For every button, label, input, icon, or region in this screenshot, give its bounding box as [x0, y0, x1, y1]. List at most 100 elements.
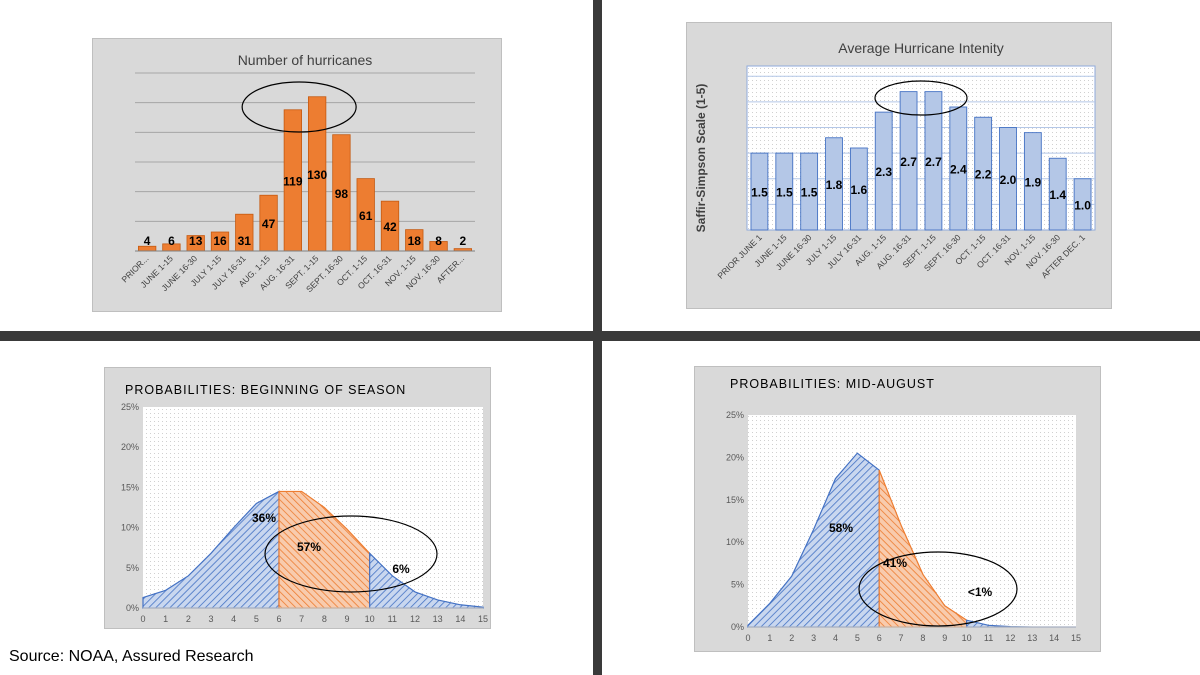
- prob-beginning-chart: PROBABILITIES: BEGINNING OF SEASON 0% 5% 10…: [104, 367, 491, 629]
- x-tick-label: 2: [789, 633, 794, 643]
- bar: [999, 127, 1017, 231]
- data-label: 2.3: [875, 165, 892, 179]
- x-tick-label: 7: [899, 633, 904, 643]
- data-label: 130: [307, 168, 327, 182]
- data-label: 13: [189, 234, 203, 248]
- segment-label: 57%: [297, 540, 321, 554]
- chart-title: Average Hurricane Intenity: [838, 40, 1004, 56]
- bar: [775, 152, 794, 231]
- y-tick-label: 0%: [126, 603, 139, 613]
- x-tick-label: 0: [140, 614, 145, 624]
- tick-label: AFTER DEC. 1: [1039, 232, 1087, 280]
- bar: [1023, 132, 1042, 231]
- prob-mid-august-chart: PROBABILITIES: MID-AUGUST 0% 5% 10% 15% 20% 25…: [694, 366, 1101, 652]
- data-label: 1.0: [1074, 198, 1091, 212]
- y-tick-label: 5%: [731, 580, 744, 590]
- hurricane-intensity-svg: Average Hurricane Intenity Saffir-Simpson…: [694, 40, 1096, 281]
- data-label: 4: [144, 234, 151, 248]
- source-note: Source: NOAA, Assured Research: [9, 648, 254, 665]
- x-tick-label: 3: [811, 633, 816, 643]
- y-tick-label: 10%: [726, 537, 744, 547]
- data-label: 1.9: [1025, 175, 1042, 189]
- y-tick-label: 0%: [731, 622, 744, 632]
- x-tick-label: 12: [1005, 633, 1015, 643]
- y-axis-label: Saffir-Simpson Scale (1-5): [694, 84, 708, 233]
- x-tick-label: 8: [322, 614, 327, 624]
- x-tick-label: 14: [1049, 633, 1059, 643]
- prob-mid-august-svg: PROBABILITIES: MID-AUGUST0%5%10%15%20%25…: [726, 377, 1081, 643]
- x-tick-label: 15: [478, 614, 488, 624]
- segment-label: 58%: [829, 521, 853, 535]
- x-tick-label: 14: [455, 614, 465, 624]
- data-label: 2.7: [925, 155, 942, 169]
- segment-label: 41%: [883, 556, 907, 570]
- chart-title: PROBABILITIES: BEGINNING OF SEASON: [125, 383, 406, 397]
- x-tick-label: 10: [962, 633, 972, 643]
- x-tick-label: 5: [254, 614, 259, 624]
- x-tick-label: 9: [942, 633, 947, 643]
- bar: [1073, 178, 1092, 231]
- bar: [1048, 157, 1067, 231]
- bar: [750, 152, 769, 231]
- data-label: 1.5: [751, 186, 768, 200]
- y-tick-label: 20%: [726, 452, 744, 462]
- bar: [899, 91, 918, 231]
- segment-label: 6%: [392, 562, 410, 576]
- x-tick-label: 9: [344, 614, 349, 624]
- x-tick-label: 6: [276, 614, 281, 624]
- x-tick-label: 15: [1071, 633, 1081, 643]
- chart-title: Number of hurricanes: [238, 52, 373, 68]
- x-tick-label: 4: [231, 614, 236, 624]
- bar: [800, 152, 819, 231]
- data-label: 2.2: [975, 168, 992, 182]
- hurricane-count-chart: Number of hurricanes 4 PRIOR... 6 JUNE 1-15 1…: [92, 38, 502, 312]
- segment-label: <1%: [968, 585, 993, 599]
- data-label: 42: [383, 220, 397, 234]
- bar: [849, 147, 868, 231]
- y-tick-label: 15%: [121, 482, 139, 492]
- highlight-ellipse: [858, 551, 1018, 627]
- x-tick-label: 11: [984, 633, 993, 643]
- highlight-ellipse: [874, 80, 968, 116]
- bar: [949, 106, 968, 231]
- x-tick-label: 1: [767, 633, 772, 643]
- x-tick-label: 12: [410, 614, 420, 624]
- data-label: 2.7: [900, 155, 917, 169]
- x-tick-label: 11: [388, 614, 397, 624]
- data-label: 2.0: [1000, 173, 1017, 187]
- bar: [825, 137, 843, 231]
- x-tick-label: 10: [365, 614, 375, 624]
- x-tick-label: 1: [163, 614, 168, 624]
- data-label: 98: [335, 187, 349, 201]
- data-label: 18: [408, 234, 422, 248]
- data-label: 119: [283, 174, 303, 188]
- x-tick-label: 8: [920, 633, 925, 643]
- x-tick-label: 7: [299, 614, 304, 624]
- data-label: 1.5: [776, 186, 793, 200]
- y-tick-label: 25%: [121, 402, 139, 412]
- x-tick-label: 5: [855, 633, 860, 643]
- x-tick-label: 4: [833, 633, 838, 643]
- highlight-ellipse: [264, 515, 438, 593]
- data-label: 16: [213, 234, 227, 248]
- data-label: 1.4: [1049, 188, 1066, 202]
- highlight-ellipse: [241, 81, 357, 133]
- bar: [874, 111, 893, 231]
- data-label: 6: [168, 234, 175, 248]
- prob-beginning-svg: PROBABILITIES: BEGINNING OF SEASON0%5%10…: [121, 383, 488, 624]
- data-label: 8: [435, 234, 442, 248]
- y-tick-label: 25%: [726, 410, 744, 420]
- y-tick-label: 10%: [121, 523, 139, 533]
- data-label: 61: [359, 209, 373, 223]
- data-label: 1.5: [801, 186, 818, 200]
- data-label: 1.8: [826, 178, 843, 192]
- y-tick-label: 15%: [726, 495, 744, 505]
- data-label: 1.6: [851, 183, 868, 197]
- segment-label: 36%: [252, 511, 276, 525]
- bar: [974, 116, 993, 231]
- x-tick-label: 3: [208, 614, 213, 624]
- x-tick-label: 0: [745, 633, 750, 643]
- plot-area: [746, 65, 1096, 231]
- chart-title: PROBABILITIES: MID-AUGUST: [730, 377, 935, 391]
